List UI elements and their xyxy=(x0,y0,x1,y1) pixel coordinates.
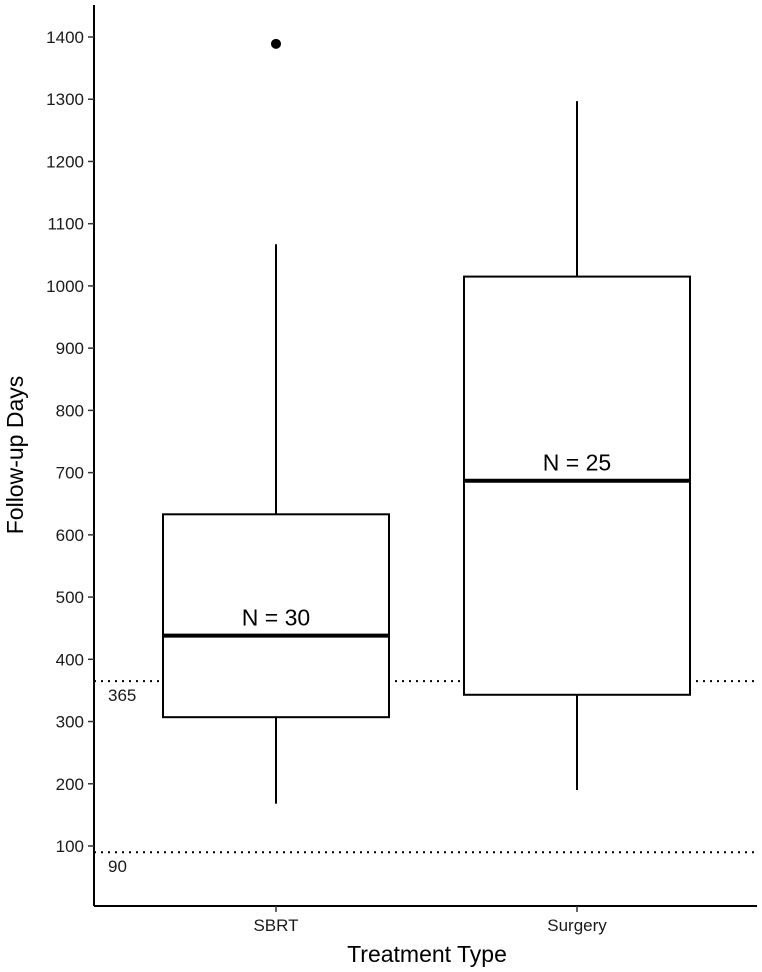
y-tick-label: 200 xyxy=(56,775,84,794)
y-tick-label: 1000 xyxy=(46,277,84,296)
y-tick-label: 1100 xyxy=(47,215,84,234)
x-axis-title: Treatment Type xyxy=(347,941,507,967)
y-tick-label: 1300 xyxy=(46,90,84,109)
boxes: N = 30 N = 25 xyxy=(162,38,691,804)
box-sbrt: N = 30 xyxy=(162,38,390,804)
reference-lines: 365 90 xyxy=(94,680,757,876)
y-tick-label: 900 xyxy=(56,339,84,358)
y-tick-label: 300 xyxy=(56,713,84,732)
x-tick-label: Surgery xyxy=(547,916,607,935)
box-iqr xyxy=(463,275,691,696)
box-iqr xyxy=(162,513,390,719)
y-axis-title: Follow-up Days xyxy=(2,376,28,535)
outlier-point xyxy=(271,38,281,49)
y-tick-label: 1400 xyxy=(46,28,84,47)
y-tick-label: 800 xyxy=(56,401,84,420)
y-tick-label: 600 xyxy=(56,526,84,545)
y-tick-label: 500 xyxy=(56,588,84,607)
y-tick-label: 1200 xyxy=(46,152,84,171)
y-tick-label: 700 xyxy=(56,464,84,483)
box-count-label: N = 25 xyxy=(543,450,611,476)
y-tick-label: 400 xyxy=(56,650,84,669)
box-count-label: N = 30 xyxy=(242,605,310,631)
y-tick-label: 100 xyxy=(56,837,84,856)
reference-line-label: 365 xyxy=(108,686,136,705)
axes: 100 200 300 400 500 600 700 800 900 1000 1100 1200 1… xyxy=(46,5,757,935)
x-tick-label: SBRT xyxy=(253,916,298,935)
reference-line-label: 90 xyxy=(108,857,127,876)
box-surgery: N = 25 xyxy=(463,101,691,790)
